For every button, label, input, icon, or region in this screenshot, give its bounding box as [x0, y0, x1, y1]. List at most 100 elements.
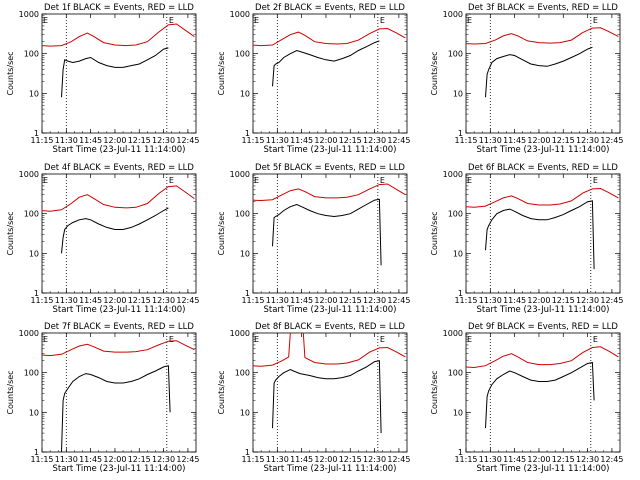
y-tick-label: 10	[29, 408, 39, 417]
corner-marker-label: E	[254, 176, 259, 185]
x-tick-label: 12:45	[176, 136, 199, 145]
x-tick-label: 11:30	[55, 455, 78, 464]
chart-title: Det 8f BLACK = Events, RED = LLD	[255, 322, 405, 332]
plot-frame	[252, 13, 408, 134]
y-tick-label: 10	[240, 408, 250, 417]
y-tick-label: 100	[24, 210, 39, 219]
x-axis-label: Start Time (23-Jul-11 11:14:00)	[53, 305, 186, 315]
x-tick-label: 11:45	[79, 136, 102, 145]
plot-frame	[465, 173, 621, 294]
corner-marker-label: E	[467, 335, 472, 344]
y-tick-label: 100	[448, 369, 463, 378]
x-tick-label: 11:45	[290, 296, 313, 305]
series-group	[466, 346, 619, 429]
x-tick-label: 12:45	[176, 296, 199, 305]
x-axis-label: Start Time (23-Jul-11 11:14:00)	[477, 305, 610, 315]
series-group	[466, 187, 619, 270]
x-tick-label: 12:15	[128, 455, 151, 464]
x-tick-label: 12:30	[363, 296, 386, 305]
plot-frame	[41, 13, 197, 134]
x-tick-label: 11:45	[79, 296, 102, 305]
event-marker-label: E	[169, 16, 174, 25]
y-tick-label: 10	[453, 249, 463, 258]
lld-series-line	[466, 27, 619, 45]
events-series-line	[272, 198, 382, 266]
x-tick-label: 12:00	[103, 136, 126, 145]
x-axis-label: Start Time (23-Jul-11 11:14:00)	[477, 464, 610, 474]
x-tick-label: 12:30	[576, 296, 599, 305]
lld-series-line	[253, 183, 406, 202]
chart-panel-7: Det 7f BLACK = Events, RED = LLD 1 10 100 10…	[6, 322, 199, 474]
x-axis-label: Start Time (23-Jul-11 11:14:00)	[53, 464, 186, 474]
x-tick-label: 12:45	[387, 136, 410, 145]
event-marker-label: E	[380, 335, 385, 344]
series-group	[42, 340, 195, 452]
y-tick-label: 10	[240, 89, 250, 98]
x-tick-label: 11:45	[290, 455, 313, 464]
x-tick-label: 12:30	[363, 136, 386, 145]
x-tick-label: 11:30	[266, 136, 289, 145]
x-tick-label: 11:45	[503, 455, 526, 464]
x-tick-label: 11:15	[30, 455, 53, 464]
corner-marker-label: E	[43, 176, 48, 185]
y-tick-label: 1000	[19, 170, 39, 179]
y-tick-label: 10	[29, 249, 39, 258]
chart-title: Det 6f BLACK = Events, RED = LLD	[468, 163, 618, 173]
x-tick-label: 12:45	[600, 296, 623, 305]
x-tick-label: 11:45	[290, 136, 313, 145]
chart-title: Det 1f BLACK = Events, RED = LLD	[44, 3, 194, 13]
chart-panel-9: Det 9f BLACK = Events, RED = LLD 1 10 100 10…	[430, 322, 623, 474]
x-tick-label: 11:30	[55, 296, 78, 305]
x-tick-label: 12:30	[576, 455, 599, 464]
lld-series-line	[253, 333, 406, 367]
y-tick-label: 100	[235, 210, 250, 219]
y-tick-label: 1000	[230, 170, 250, 179]
y-axis-label: Counts/sec	[430, 211, 439, 255]
x-tick-label: 12:00	[103, 455, 126, 464]
chart-panel-5: Det 5f BLACK = Events, RED = LLD 1 10 100 10…	[217, 163, 410, 315]
series-group	[253, 183, 406, 266]
chart-panel-1: Det 1f BLACK = Events, RED = LLD 1 10 100 10…	[6, 3, 199, 155]
y-axis-label: Counts/sec	[6, 211, 15, 255]
event-marker-label: E	[169, 176, 174, 185]
y-tick-label: 100	[448, 210, 463, 219]
x-tick-label: 11:15	[241, 136, 264, 145]
lld-series-line	[42, 23, 195, 47]
x-tick-label: 11:15	[241, 296, 264, 305]
events-series-line	[61, 47, 169, 98]
plot-frame	[465, 13, 621, 134]
series-group	[253, 333, 406, 434]
y-tick-label: 1000	[230, 329, 250, 338]
series-group	[466, 27, 619, 98]
event-marker-label: E	[593, 335, 598, 344]
y-tick-label: 1000	[443, 170, 463, 179]
chart-panel-2: Det 2f BLACK = Events, RED = LLD 1 10 100 10…	[217, 3, 410, 155]
y-tick-label: 100	[448, 50, 463, 59]
x-tick-label: 11:30	[479, 136, 502, 145]
y-tick-label: 1	[458, 129, 463, 138]
chart-title: Det 9f BLACK = Events, RED = LLD	[468, 322, 618, 332]
y-tick-label: 1	[34, 129, 39, 138]
x-tick-label: 11:45	[79, 455, 102, 464]
lld-series-line	[466, 346, 619, 369]
y-tick-label: 100	[24, 369, 39, 378]
events-series-line	[61, 207, 169, 254]
events-series-line	[272, 360, 382, 434]
x-tick-label: 12:15	[339, 136, 362, 145]
lld-series-line	[253, 27, 406, 47]
event-marker-label: E	[380, 16, 385, 25]
corner-marker-label: E	[254, 16, 259, 25]
y-axis-label: Counts/sec	[217, 51, 226, 95]
x-tick-label: 12:00	[527, 296, 550, 305]
y-axis-label: Counts/sec	[6, 370, 15, 414]
y-axis-label: Counts/sec	[430, 51, 439, 95]
chart-panel-4: Det 4f BLACK = Events, RED = LLD 1 10 100 10…	[6, 163, 199, 315]
x-tick-label: 12:00	[527, 136, 550, 145]
y-tick-label: 1	[34, 448, 39, 457]
y-tick-label: 10	[29, 89, 39, 98]
x-tick-label: 11:30	[55, 136, 78, 145]
x-axis-label: Start Time (23-Jul-11 11:14:00)	[264, 464, 397, 474]
x-tick-label: 11:15	[454, 136, 477, 145]
event-marker-label: E	[593, 16, 598, 25]
